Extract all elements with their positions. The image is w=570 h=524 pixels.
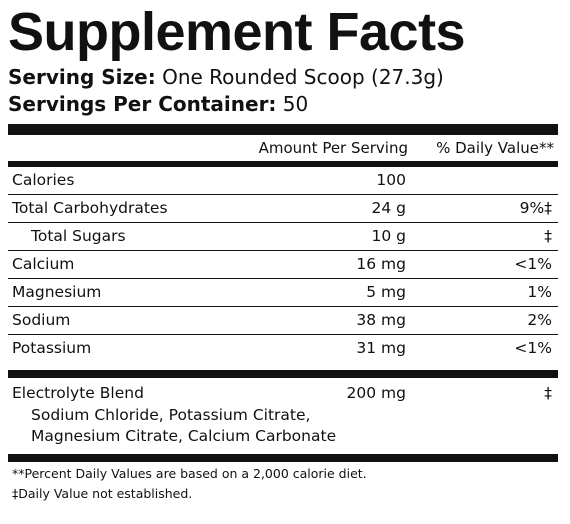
thick-divider-bottom	[8, 370, 558, 378]
percent-daily-value-note: **Percent Daily Values are based on a 2,…	[12, 466, 367, 481]
row-divider	[8, 306, 558, 307]
thick-divider-footer	[8, 454, 558, 462]
blend-amount: 200 mg	[346, 384, 406, 402]
nutrient-name: Magnesium	[12, 283, 102, 301]
nutrient-name: Sodium	[12, 311, 71, 329]
nutrient-daily-value: <1%	[514, 255, 552, 273]
row-divider	[8, 278, 558, 279]
blend-ingredients: Sodium Chloride, Potassium Citrate, Magn…	[31, 406, 337, 445]
amount-per-serving-header: Amount Per Serving	[258, 139, 408, 157]
daily-value-not-established-note: ‡Daily Value not established.	[12, 486, 193, 501]
nutrient-amount: 16 mg	[356, 255, 406, 273]
nutrient-rows: Calories 100 Total Carbohydrates 24 g 9%‡ Tot…	[8, 167, 558, 362]
panel-title: Supplement Facts	[8, 2, 466, 62]
nutrient-row: Potassium 31 mg <1%	[8, 335, 558, 362]
nutrient-row: Total Carbohydrates 24 g 9%‡	[8, 195, 558, 222]
column-header-row: Amount Per Serving % Daily Value**	[8, 135, 558, 161]
nutrient-daily-value: 1%	[527, 283, 552, 301]
nutrient-name: Calcium	[12, 255, 75, 273]
blend-name: Electrolyte Blend	[12, 384, 144, 402]
nutrient-row: Total Sugars 10 g ‡	[8, 223, 558, 250]
nutrient-name: Total Sugars	[31, 227, 126, 245]
serving-size-value: One Rounded Scoop (27.3g)	[155, 65, 444, 89]
serving-size-label: Serving Size:	[8, 65, 156, 89]
nutrient-daily-value: 2%	[527, 311, 552, 329]
nutrient-name: Calories	[12, 171, 75, 189]
row-divider	[8, 194, 558, 195]
row-divider	[8, 334, 558, 335]
blend-daily-value: ‡	[544, 384, 552, 402]
nutrient-daily-value: <1%	[514, 339, 552, 357]
servings-per-container-value: 50	[276, 92, 309, 116]
nutrient-daily-value: 9%‡	[519, 199, 552, 217]
electrolyte-blend-row: Electrolyte Blend 200 mg ‡ Sodium Chlori…	[8, 378, 558, 445]
servings-per-container-label: Servings Per Container:	[8, 92, 277, 116]
nutrient-row: Magnesium 5 mg 1%	[8, 279, 558, 306]
servings-per-container-line: Servings Per Container: 50	[8, 91, 558, 118]
row-divider	[8, 222, 558, 223]
daily-value-header: % Daily Value**	[436, 139, 554, 157]
nutrient-row: Sodium 38 mg 2%	[8, 307, 558, 334]
nutrient-amount: 10 g	[371, 227, 407, 245]
serving-size-line: Serving Size: One Rounded Scoop (27.3g)	[8, 64, 558, 91]
footnotes: **Percent Daily Values are based on a 2,…	[8, 464, 558, 504]
header-divider	[8, 161, 558, 167]
nutrient-daily-value: ‡	[544, 227, 552, 245]
nutrient-amount: 38 mg	[356, 311, 406, 329]
nutrient-name: Potassium	[12, 339, 92, 357]
nutrient-row: Calcium 16 mg <1%	[8, 251, 558, 278]
nutrient-amount: 24 g	[371, 199, 407, 217]
supplement-facts-panel: Supplement Facts Serving Size: One Round…	[8, 0, 558, 504]
nutrient-amount: 31 mg	[356, 339, 406, 357]
thick-divider-top	[8, 124, 558, 135]
nutrient-amount: 100	[376, 171, 406, 189]
nutrient-row: Calories 100	[8, 167, 558, 194]
nutrient-name: Total Carbohydrates	[12, 199, 168, 217]
row-divider	[8, 250, 558, 251]
nutrient-amount: 5 mg	[366, 283, 406, 301]
